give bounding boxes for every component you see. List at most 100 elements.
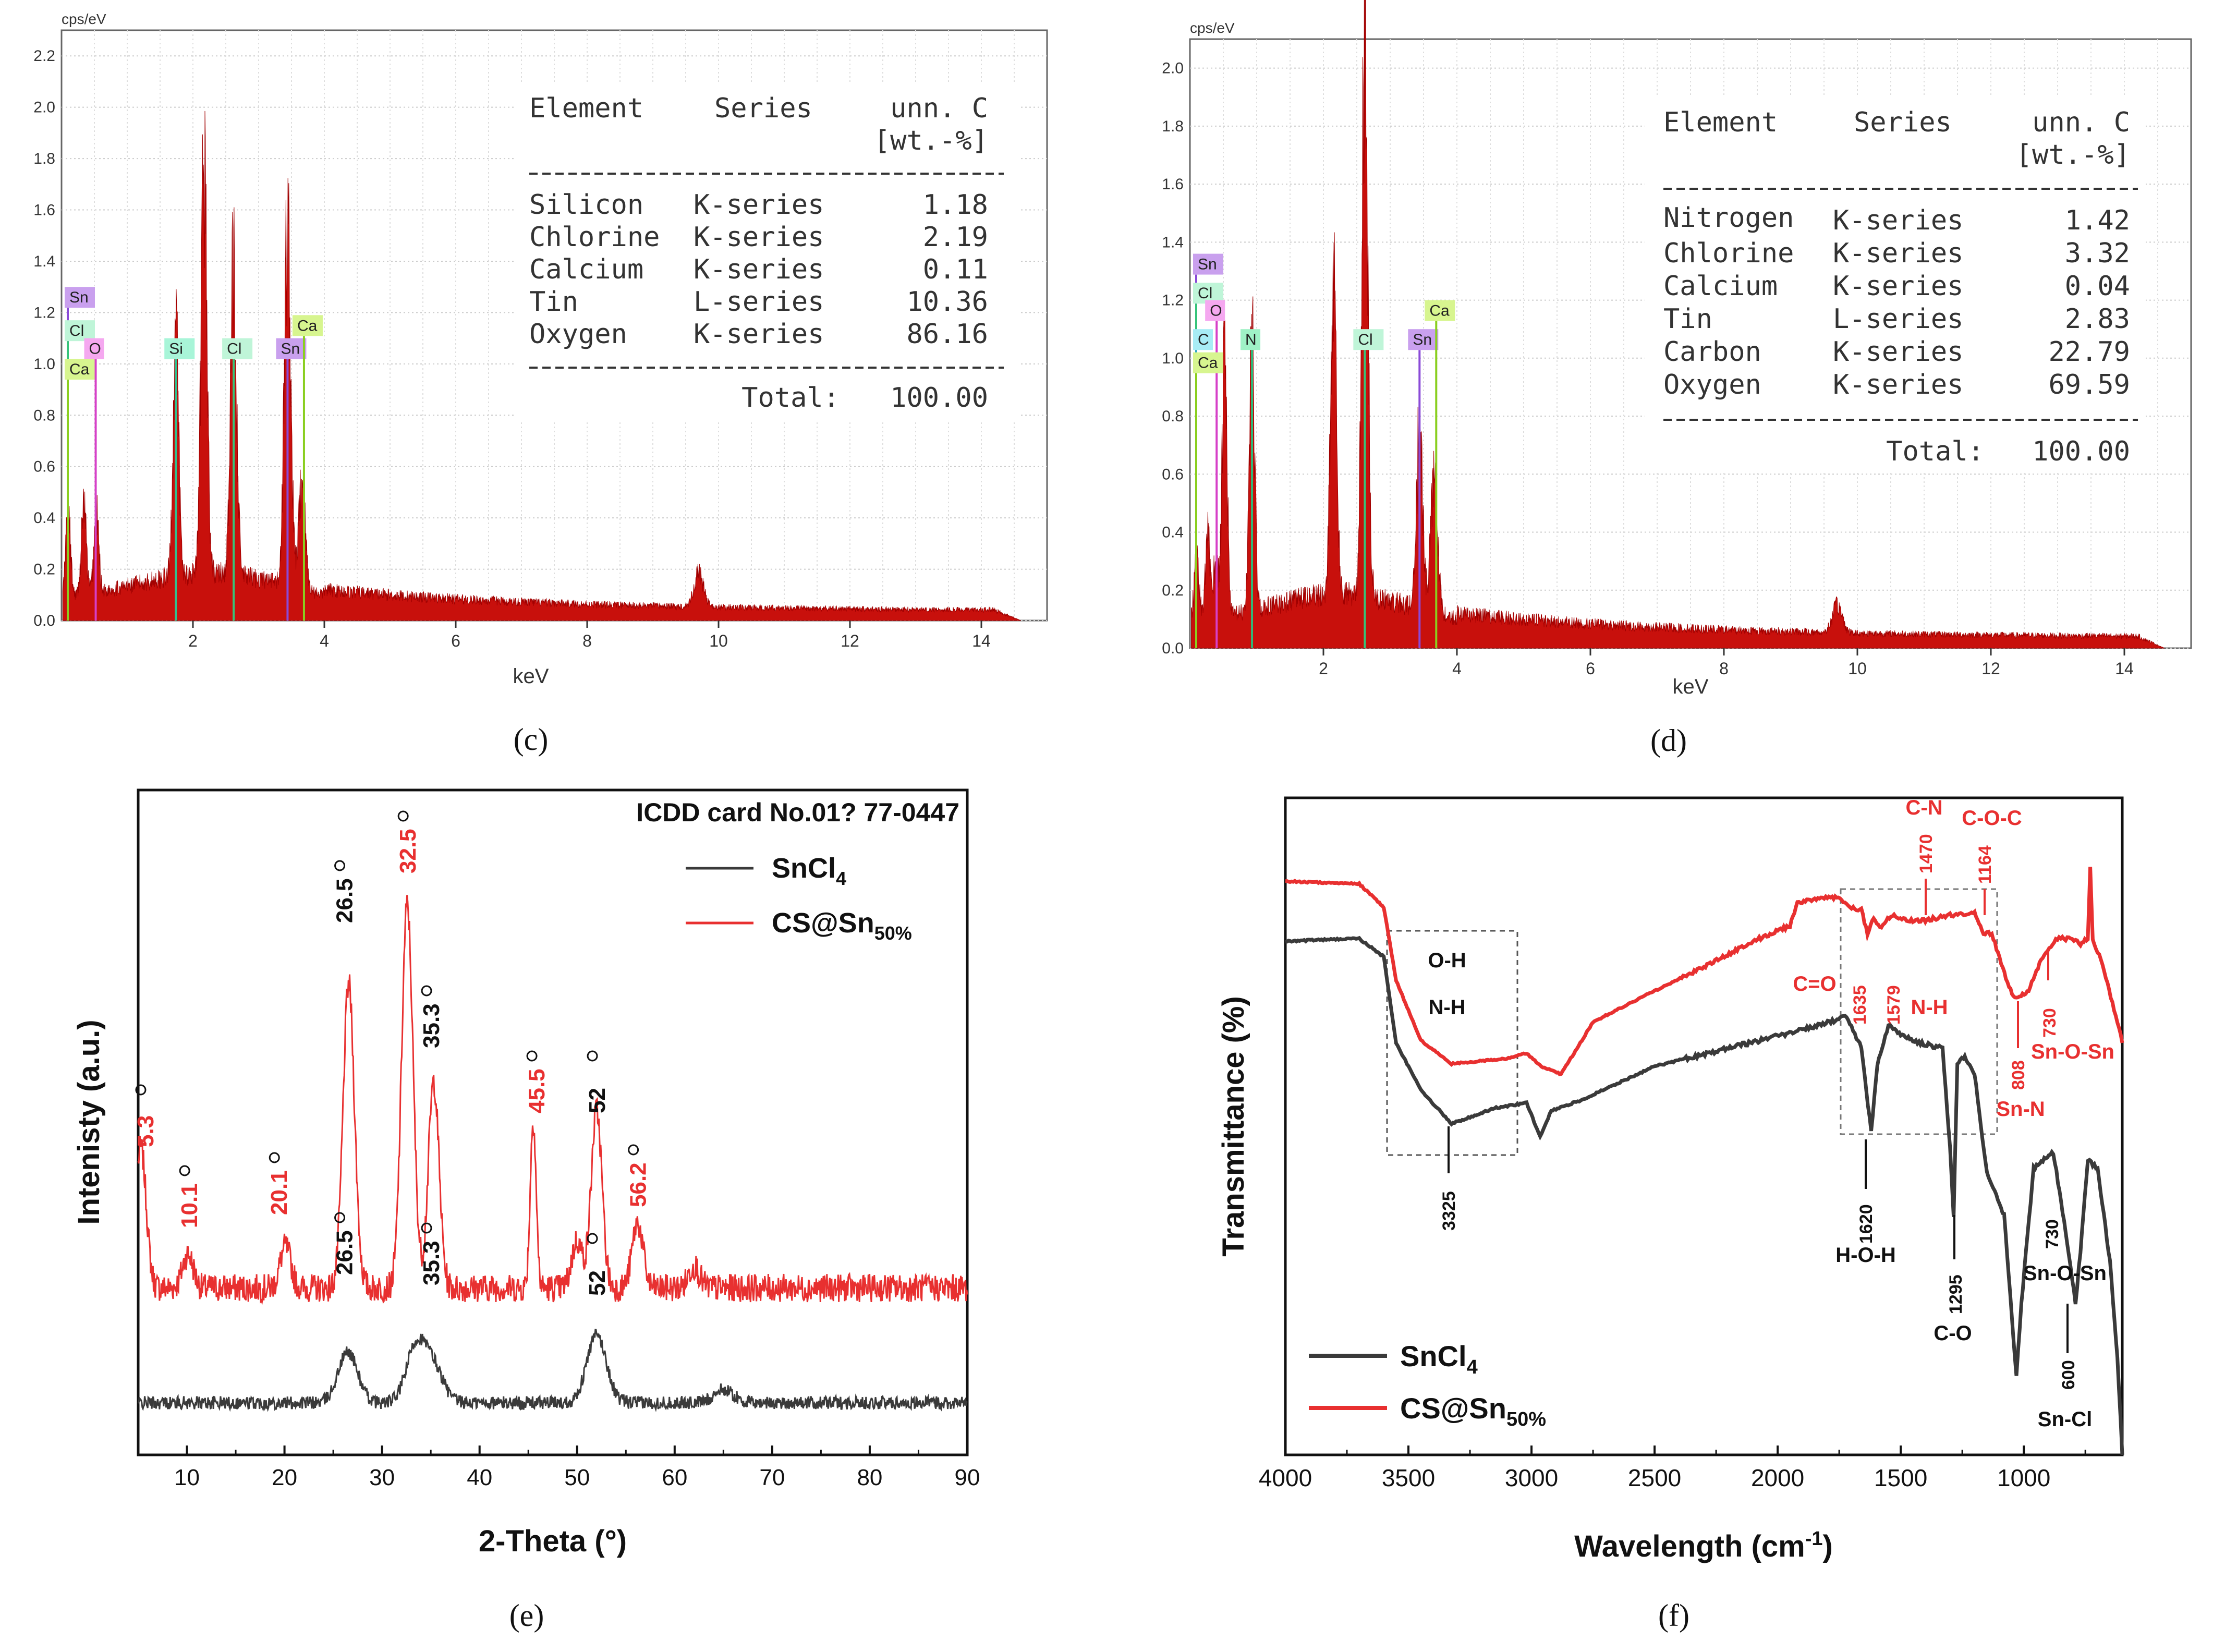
c-xtick-label: 6 bbox=[451, 631, 460, 650]
d-label-ca: Ca bbox=[1429, 302, 1450, 320]
c-th-conc: unn. C bbox=[890, 93, 988, 124]
e-series-cssn bbox=[137, 895, 968, 1305]
panel-f: 4000 3500 3000 2500 2000 1500 1000 O-H N-H 332… bbox=[1217, 796, 2124, 1633]
c-th-unit: [wt.-%] bbox=[874, 125, 988, 156]
d-label-sn: Sn bbox=[1413, 331, 1432, 348]
f-plot-frame bbox=[1284, 796, 2124, 1456]
d-ytick-label: 0.0 bbox=[1162, 640, 1184, 657]
e-peak-label-red: 32.5 bbox=[395, 829, 421, 873]
d-ytick-label: 0.6 bbox=[1162, 466, 1184, 483]
d-label-c: C bbox=[1198, 331, 1209, 348]
f-band-1470: 1470 bbox=[1916, 834, 1936, 873]
e-legend-sncl4: SnCl4 bbox=[772, 853, 846, 889]
c-row-element: Silicon bbox=[529, 189, 643, 221]
d-total-value: 100.00 bbox=[2032, 436, 2130, 467]
e-peak-label-red-marker bbox=[269, 1152, 280, 1163]
d-xlabel: keV bbox=[1673, 675, 1709, 698]
c-row-series: K-series bbox=[694, 254, 824, 285]
f-oh-label: O-H bbox=[1428, 949, 1466, 972]
d-row-element: Oxygen bbox=[1663, 369, 1761, 400]
c-row-element: Calcium bbox=[529, 254, 643, 285]
d-ytick-label: 0.4 bbox=[1162, 524, 1184, 541]
c-xtick-label: 12 bbox=[841, 631, 859, 650]
f-band-1620: 1620 bbox=[1856, 1204, 1876, 1244]
c-label-bg-sn bbox=[276, 338, 307, 359]
e-card-title: ICDD card No.01? 77-0447 bbox=[636, 798, 959, 827]
e-xtick-label: 30 bbox=[369, 1465, 395, 1490]
e-xlabel: 2-Theta (°) bbox=[479, 1524, 627, 1558]
e-legend-cssn: CS@Sn50% bbox=[772, 907, 912, 944]
e-xtick-label: 20 bbox=[272, 1465, 297, 1490]
d-xtick-label: 6 bbox=[1586, 659, 1595, 678]
e-series bbox=[137, 895, 968, 1412]
c-label-bg-cl bbox=[222, 338, 253, 359]
d-label-bg-sn bbox=[1193, 253, 1223, 275]
e-peak-label-black: 26.5 bbox=[332, 1230, 358, 1275]
e-peak-label-red: 10.1 bbox=[177, 1183, 202, 1228]
f-ylabel: Transmittance (%) bbox=[1217, 996, 1250, 1257]
e-peak-label-black-marker bbox=[421, 985, 432, 997]
e-series-sncl4 bbox=[137, 1329, 968, 1412]
c-xtick-label: 8 bbox=[582, 631, 592, 650]
f-band-808: 808 bbox=[2009, 1060, 2028, 1090]
d-label-bg-cl bbox=[1353, 329, 1384, 350]
d-th-element: Element bbox=[1663, 107, 1778, 138]
c-ytick-label: 0.0 bbox=[33, 612, 55, 629]
f-xtick-label: 1500 bbox=[1874, 1464, 1927, 1491]
f-axis-ticks: 4000 3500 3000 2500 2000 1500 1000 bbox=[1259, 1446, 2086, 1491]
f-band-730-black: 730 bbox=[2042, 1219, 2062, 1249]
d-th-conc: unn. C bbox=[2032, 107, 2130, 138]
d-xtick-label: 4 bbox=[1452, 659, 1462, 678]
d-xtick-label: 8 bbox=[1719, 659, 1729, 678]
e-peak-label-black-marker bbox=[334, 1212, 346, 1223]
d-total-label: Total: bbox=[1886, 436, 1984, 467]
d-row-value: 69.59 bbox=[2048, 369, 2130, 400]
e-annotations: 5.3 10.1 20.1 32.5 45.5 56.2 26.5 35.3 52 26.5 35.… bbox=[133, 810, 651, 1296]
e-peak-label-black: 35.3 bbox=[419, 1003, 444, 1048]
d-row-value: 22.79 bbox=[2048, 336, 2130, 368]
e-plot-frame bbox=[137, 788, 969, 1456]
d-row-series: K-series bbox=[1833, 271, 1963, 302]
c-spectrum bbox=[62, 111, 1021, 621]
d-label-cl: Cl bbox=[1198, 285, 1212, 302]
d-ytick-label: 1.4 bbox=[1162, 234, 1184, 251]
f-ceqo-label: C=O bbox=[1793, 973, 1836, 995]
f-band-730-red: 730 bbox=[2040, 1008, 2060, 1038]
e-ylabel: Intenisty (a.u.) bbox=[72, 1019, 106, 1224]
e-peak-label-red: 56.2 bbox=[626, 1162, 651, 1207]
f-legend-cssn: CS@Sn50% bbox=[1400, 1392, 1546, 1430]
f-legend-sncl4: SnCl4 bbox=[1400, 1340, 1478, 1378]
c-row-value: 0.11 bbox=[923, 254, 988, 285]
panel-c: cps/eV Sn Cl Ca O Si Cl Sn Ca 0.0 0.2 0.4 0.6 0.8 1.… bbox=[33, 11, 1048, 757]
d-label-o: O bbox=[1210, 302, 1222, 320]
c-ytick-label: 2.0 bbox=[33, 99, 55, 116]
c-ytick-label: 1.6 bbox=[33, 202, 55, 219]
e-peak-label-red-marker bbox=[179, 1165, 190, 1176]
f-coc-label: C-O-C bbox=[1962, 807, 2022, 830]
c-row-series: K-series bbox=[694, 189, 824, 221]
d-row-value: 2.83 bbox=[2065, 303, 2130, 335]
e-peak-label-red-marker bbox=[526, 1050, 538, 1062]
e-peak-label-black-marker bbox=[334, 860, 346, 871]
d-th-series: Series bbox=[1854, 107, 1952, 138]
f-xtick-label: 4000 bbox=[1259, 1464, 1312, 1491]
c-ytick-label: 1.4 bbox=[33, 253, 55, 270]
e-xtick-label: 70 bbox=[759, 1465, 785, 1490]
c-label-cl: Cl bbox=[69, 322, 84, 339]
c-ytick-label: 0.2 bbox=[33, 561, 55, 578]
d-row-series: K-series bbox=[1833, 369, 1963, 400]
d-ytick-label: 1.2 bbox=[1162, 292, 1184, 309]
c-total-value: 100.00 bbox=[890, 382, 988, 414]
e-peak-label-black: 52 bbox=[585, 1270, 610, 1296]
c-label-bg-o bbox=[84, 338, 104, 359]
e-legend: SnCl4 CS@Sn50% bbox=[686, 853, 912, 944]
f-nh-red: N-H bbox=[1911, 996, 1948, 1019]
f-black-annotations: O-H N-H 3325 1620 H-O-H 1295 C-O 730 Sn-… bbox=[1428, 949, 2107, 1431]
c-ytick-label: 1.2 bbox=[33, 304, 55, 321]
d-xtick-label: 14 bbox=[2115, 659, 2134, 678]
d-spectrum-area bbox=[1191, 0, 2165, 649]
d-row-element: Chlorine bbox=[1663, 238, 1794, 269]
f-band-3325: 3325 bbox=[1439, 1191, 1459, 1231]
